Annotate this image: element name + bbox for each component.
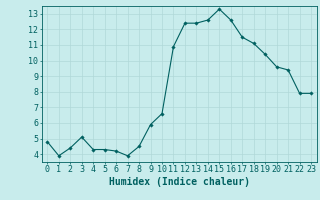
X-axis label: Humidex (Indice chaleur): Humidex (Indice chaleur) <box>109 177 250 187</box>
